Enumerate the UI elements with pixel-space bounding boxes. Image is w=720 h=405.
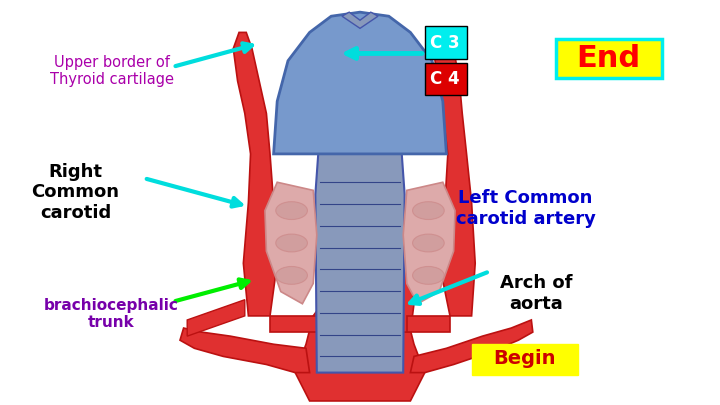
Circle shape [276,234,307,252]
Text: C 4: C 4 [430,70,460,88]
FancyBboxPatch shape [472,344,578,375]
Circle shape [276,266,307,284]
Polygon shape [265,182,317,304]
Circle shape [413,202,444,220]
Text: End: End [576,44,641,73]
Polygon shape [270,316,396,332]
Polygon shape [407,316,450,332]
Polygon shape [438,235,472,267]
Polygon shape [315,113,405,373]
Polygon shape [389,259,414,332]
Circle shape [276,202,307,220]
Circle shape [413,266,444,284]
FancyBboxPatch shape [425,63,467,95]
Text: Left Common
carotid artery: Left Common carotid artery [456,189,595,228]
Text: Begin: Begin [493,349,555,368]
Text: C 3: C 3 [430,34,460,51]
Polygon shape [410,320,533,373]
Polygon shape [295,284,425,401]
FancyBboxPatch shape [556,39,662,78]
Polygon shape [233,32,277,316]
Text: Right
Common
carotid: Right Common carotid [32,162,120,222]
FancyBboxPatch shape [425,26,467,59]
Text: brachiocephalic
trunk: brachiocephalic trunk [44,298,179,330]
Circle shape [413,234,444,252]
Text: Upper border of
Thyroid cartilage: Upper border of Thyroid cartilage [50,55,174,87]
Polygon shape [248,235,302,267]
Polygon shape [187,300,245,336]
Text: Arch of
aorta: Arch of aorta [500,274,572,313]
Polygon shape [403,182,455,304]
Polygon shape [274,12,446,154]
Polygon shape [342,12,378,28]
Polygon shape [433,32,475,316]
Polygon shape [180,328,310,373]
